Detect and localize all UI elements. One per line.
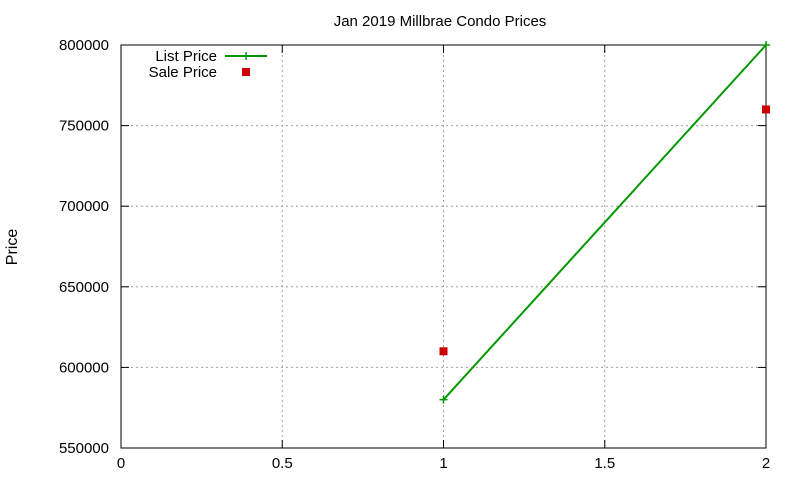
series-line <box>442 44 767 401</box>
series-list-price <box>439 41 770 404</box>
x-tick-label: 0 <box>117 455 125 472</box>
chart-title: Jan 2019 Millbrae Condo Prices <box>334 13 547 30</box>
y-tick-label: 550000 <box>59 440 109 457</box>
x-tick-label: 0.5 <box>272 455 293 472</box>
series-layer <box>439 41 770 404</box>
y-tick-label: 800000 <box>59 37 109 54</box>
axis-ticks: 0 0.5 1 1.5 2 550000 600000 650000 700000 750000 8… <box>59 37 770 472</box>
data-point <box>439 347 448 356</box>
legend-label: Sale Price <box>149 64 217 81</box>
data-point <box>439 395 448 404</box>
y-tick-label: 700000 <box>59 198 109 215</box>
legend-marker <box>242 52 250 60</box>
y-tick-label: 600000 <box>59 359 109 376</box>
series-sale-price <box>439 105 770 356</box>
y-tick-label: 750000 <box>59 118 109 135</box>
data-point <box>762 41 770 49</box>
legend-marker <box>242 68 250 76</box>
x-tick-label: 2 <box>762 455 770 472</box>
y-axis-label: Price <box>4 229 21 266</box>
x-tick-label: 1.5 <box>594 455 615 472</box>
x-tick-label: 1 <box>439 455 447 472</box>
y-tick-label: 650000 <box>59 279 109 296</box>
grid-lines <box>121 45 766 448</box>
data-point <box>762 105 770 114</box>
legend-label: List Price <box>155 48 217 65</box>
